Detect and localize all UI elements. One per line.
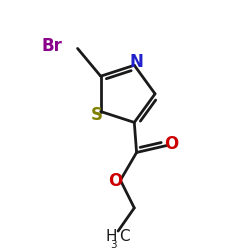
Text: O: O	[108, 172, 122, 190]
Text: C: C	[120, 229, 130, 244]
Text: Br: Br	[42, 37, 62, 55]
Text: S: S	[90, 106, 102, 124]
Text: O: O	[164, 136, 179, 154]
Text: 3: 3	[110, 240, 117, 250]
Text: H: H	[106, 229, 117, 244]
Text: N: N	[130, 54, 143, 72]
